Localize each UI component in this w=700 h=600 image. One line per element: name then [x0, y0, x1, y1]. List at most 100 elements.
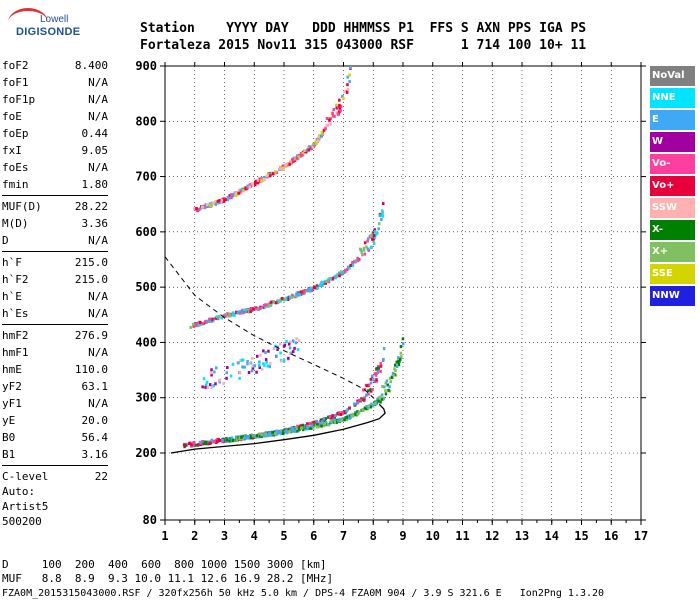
- echo-point: [386, 383, 389, 387]
- echo-point: [249, 310, 252, 314]
- echo-point: [276, 299, 279, 303]
- echo-point: [384, 389, 387, 393]
- echo-point: [362, 248, 366, 252]
- echo-point: [243, 308, 246, 312]
- echo-point: [322, 417, 326, 421]
- echo-point: [238, 310, 242, 314]
- echo-point: [272, 347, 276, 350]
- param-label: B1: [2, 448, 16, 461]
- echo-point: [289, 159, 292, 163]
- echo-point: [362, 408, 365, 412]
- echo-point: [274, 301, 278, 305]
- echo-point: [316, 286, 319, 290]
- echo-point: [384, 381, 387, 385]
- param-value: 56.4: [81, 431, 109, 444]
- echo-point: [333, 418, 337, 422]
- echo-point: [326, 423, 330, 427]
- echo-point: [282, 429, 285, 433]
- echo-point: [336, 273, 339, 277]
- param-row: hmF2 276.9: [2, 327, 108, 344]
- echo-point: [269, 172, 272, 176]
- echo-point: [354, 412, 357, 416]
- profile-lines: [164, 256, 386, 454]
- echo-point: [206, 442, 210, 446]
- echo-point: [216, 317, 220, 321]
- muf-table: D 100 200 400 600 800 1000 1500 3000 [km…: [2, 558, 333, 586]
- echo-point: [341, 411, 345, 415]
- echo-point: [286, 162, 289, 166]
- x-tick-label: 4: [251, 529, 258, 543]
- echo-point: [373, 372, 377, 376]
- echo-point: [283, 343, 287, 347]
- echo-point: [400, 355, 403, 359]
- echo-point: [253, 364, 256, 368]
- echo-point: [399, 357, 402, 361]
- echo-point: [251, 366, 255, 370]
- echo-point: [349, 264, 352, 267]
- echo-point: [293, 429, 297, 433]
- echo-point: [190, 443, 193, 447]
- autoscaling-info: Auto: Artist5 500200: [2, 484, 48, 529]
- param-row: h`F2 215.0: [2, 271, 108, 288]
- echo-point: [277, 430, 280, 434]
- echo-point: [220, 198, 224, 202]
- echo-point: [341, 417, 345, 421]
- echo-point: [302, 428, 305, 432]
- echo-point: [372, 234, 376, 238]
- echo-point: [237, 191, 240, 195]
- echo-point: [237, 189, 241, 193]
- param-label: yF1: [2, 397, 22, 410]
- param-row: hmF1 N/A: [2, 344, 108, 361]
- echo-point: [199, 323, 202, 326]
- echo-point: [189, 325, 192, 329]
- artist-line2: Artist5: [2, 500, 49, 513]
- echo-point: [359, 247, 362, 251]
- echo-point: [259, 306, 262, 310]
- echo-point: [275, 171, 279, 175]
- echo-point: [317, 425, 320, 429]
- echo-point: [247, 436, 250, 440]
- echo-point: [206, 385, 210, 389]
- echo-point: [217, 437, 220, 441]
- x-tick-label: 3: [221, 529, 228, 543]
- echo-point: [256, 354, 259, 358]
- echo-point: [356, 401, 360, 405]
- echo-point: [192, 441, 195, 445]
- param-label: foF1: [2, 76, 29, 89]
- echo-point: [316, 284, 319, 288]
- echo-point: [265, 360, 268, 364]
- echo-point: [333, 421, 337, 424]
- echo-point: [266, 364, 269, 368]
- echo-point: [357, 411, 361, 414]
- y-tick-label: 80: [143, 513, 157, 527]
- param-label: M(D): [2, 217, 29, 230]
- param-value: N/A: [88, 161, 108, 174]
- echo-point: [265, 303, 268, 307]
- echo-point: [218, 378, 222, 382]
- echo-point: [209, 203, 212, 207]
- echo-point: [215, 366, 218, 370]
- echo-point: [316, 139, 319, 143]
- echo-point: [229, 374, 233, 378]
- echo-point: [371, 388, 374, 391]
- echo-point: [215, 438, 219, 442]
- echo-point: [224, 312, 227, 316]
- echo-point: [241, 365, 244, 369]
- echo-point: [205, 319, 209, 323]
- echo-point: [306, 148, 309, 152]
- legend-item-vo: Vo+: [650, 176, 695, 196]
- param-row: foF1p N/A: [2, 91, 108, 108]
- echo-point: [303, 149, 306, 153]
- echo-point: [326, 278, 330, 282]
- echo-point: [225, 376, 228, 380]
- echo-point: [365, 393, 368, 397]
- echo-point: [264, 358, 268, 362]
- echo-point: [213, 439, 216, 443]
- echo-point: [363, 241, 367, 245]
- param-value: 0.44: [81, 127, 109, 140]
- echo-point: [239, 359, 242, 362]
- echo-point: [331, 414, 334, 418]
- echo-point: [377, 227, 380, 231]
- echo-point: [288, 295, 292, 299]
- echo-point: [292, 350, 295, 354]
